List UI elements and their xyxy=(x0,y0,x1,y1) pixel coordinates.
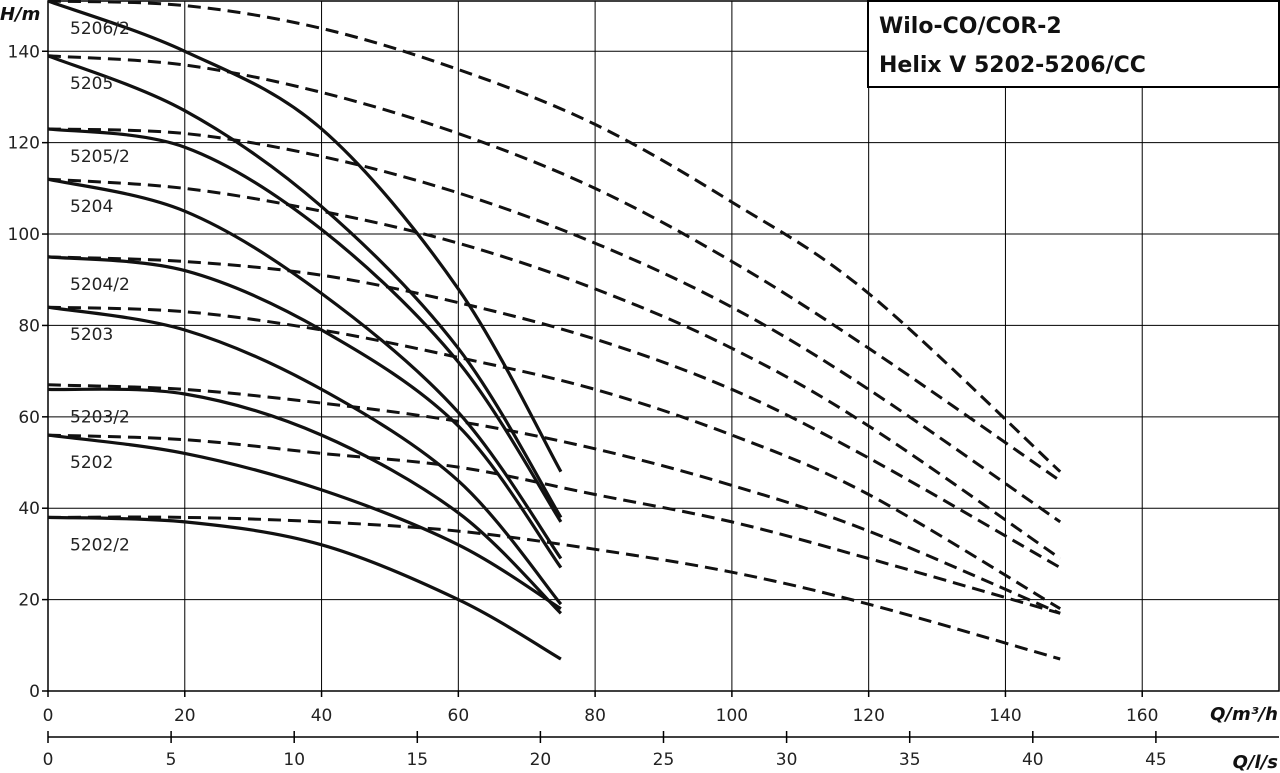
curve-double-5202 xyxy=(47,433,1061,615)
y-tick-label: 100 xyxy=(8,225,40,245)
curve-label: 5203 xyxy=(70,325,113,345)
curve-single-5203/2 xyxy=(47,387,563,615)
x-tick-label: 80 xyxy=(584,706,606,726)
grid xyxy=(47,0,1280,692)
x-tick-label: 20 xyxy=(174,706,196,726)
y-tick-label: 20 xyxy=(18,591,40,611)
y-tick-label: 80 xyxy=(18,316,40,336)
curve-label: 5204 xyxy=(70,197,113,217)
curve-label: 5205/2 xyxy=(70,147,130,167)
curve-label: 5206/2 xyxy=(70,19,130,39)
x2-tick-label: 35 xyxy=(899,750,921,770)
curve-label: 5205 xyxy=(70,74,113,94)
curve-double-5203 xyxy=(47,305,1061,610)
curve-label: 5203/2 xyxy=(70,407,130,427)
x2-axis-title: Q/l/s xyxy=(1233,752,1279,773)
x2-tick-label: 20 xyxy=(530,750,552,770)
x2-tick-label: 10 xyxy=(283,750,305,770)
curve-double-5204 xyxy=(47,177,1062,560)
curve-double-5205/2 xyxy=(47,127,1062,524)
x2-tick-label: 5 xyxy=(166,750,177,770)
chart-title-line-2: Helix V 5202-5206/CC xyxy=(879,53,1146,78)
curve-single-5202 xyxy=(47,433,562,611)
curve-single-5202/2 xyxy=(47,515,562,661)
curve-label: 5204/2 xyxy=(70,275,130,295)
curve-single-5205 xyxy=(47,54,563,519)
y-tick-label: 140 xyxy=(8,42,40,62)
x2-tick-label: 40 xyxy=(1022,750,1044,770)
curve-single-5204 xyxy=(47,177,563,560)
x-tick-label: 140 xyxy=(989,706,1021,726)
x2-tick-label: 30 xyxy=(776,750,798,770)
x2-tick-label: 25 xyxy=(653,750,675,770)
x-tick-label: 60 xyxy=(448,706,470,726)
curve-label: 5202 xyxy=(70,453,113,473)
curve-single-5206/2 xyxy=(47,0,563,473)
curve-double-5204/2 xyxy=(47,255,1061,569)
x-tick-label: 40 xyxy=(311,706,333,726)
curve-double-5205 xyxy=(47,54,1062,483)
curve-double-5206/2 xyxy=(47,0,1062,473)
curve-label: 5202/2 xyxy=(70,535,130,555)
x2-tick-label: 15 xyxy=(406,750,428,770)
y-tick-label: 0 xyxy=(29,682,40,702)
curve-single-5205/2 xyxy=(47,127,563,523)
x-tick-label: 160 xyxy=(1126,706,1158,726)
curve-single-5203 xyxy=(47,305,563,606)
chart-title-line-1: Wilo-CO/COR-2 xyxy=(879,14,1062,39)
y-tick-label: 40 xyxy=(18,499,40,519)
x2-tick-label: 45 xyxy=(1145,750,1167,770)
curves xyxy=(47,0,1062,661)
axes: 0 20 40 60 80 100 120 140 160 0 20 40 60 80 100 120 140 0… xyxy=(8,42,1279,770)
x-axis-title: Q/m³/h xyxy=(1210,704,1278,725)
x-tick-label: 120 xyxy=(852,706,884,726)
x2-tick-label: 0 xyxy=(43,750,54,770)
y-axis-title: H/m xyxy=(0,4,40,25)
y-tick-label: 120 xyxy=(8,134,40,154)
curve-labels: 5206/2 5205 5205/2 5204 5204/2 5203 5203/2 5202… xyxy=(70,19,130,555)
curve-double-5202/2 xyxy=(47,515,1061,661)
x-tick-label: 0 xyxy=(43,706,54,726)
y-tick-label: 60 xyxy=(18,408,40,428)
x-tick-label: 100 xyxy=(716,706,748,726)
title-box: Wilo-CO/COR-2 Helix V 5202-5206/CC xyxy=(867,0,1280,88)
curve-double-5203/2 xyxy=(47,383,1061,615)
curve-single-5204/2 xyxy=(47,255,563,569)
